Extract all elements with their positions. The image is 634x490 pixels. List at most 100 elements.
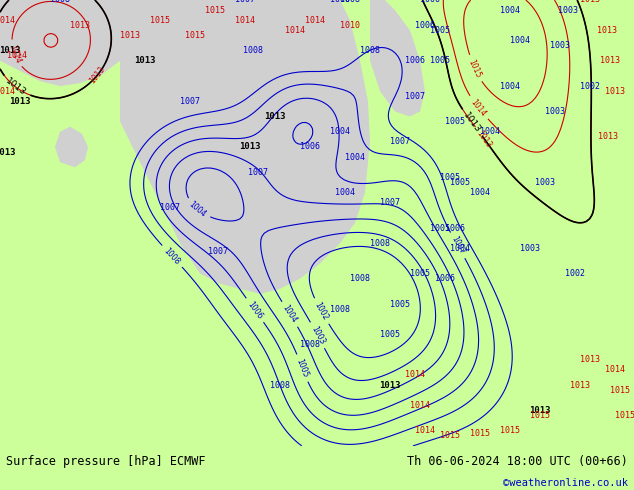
Text: 1005: 1005: [380, 330, 400, 339]
Text: 1008: 1008: [270, 381, 290, 390]
Text: 1013: 1013: [462, 111, 482, 135]
Text: 1002: 1002: [313, 301, 330, 322]
Text: 1004: 1004: [187, 200, 208, 219]
Text: 1007: 1007: [380, 198, 400, 207]
Text: 1006: 1006: [245, 300, 264, 321]
Text: 1014: 1014: [410, 401, 430, 410]
Text: 1013: 1013: [597, 26, 617, 35]
Text: 1008: 1008: [162, 246, 182, 267]
Text: 1006: 1006: [405, 56, 425, 65]
Text: 1007: 1007: [235, 0, 255, 4]
Text: 1008: 1008: [330, 305, 350, 314]
Text: 1015: 1015: [470, 429, 490, 438]
Text: 1008: 1008: [360, 46, 380, 55]
Text: 1007: 1007: [405, 92, 425, 101]
Text: 1013: 1013: [120, 31, 140, 40]
Polygon shape: [120, 0, 370, 294]
Text: 1005: 1005: [450, 178, 470, 187]
Text: 1013: 1013: [0, 147, 16, 156]
Text: 1004: 1004: [450, 244, 470, 253]
Text: 1014: 1014: [405, 370, 425, 379]
Text: 1007: 1007: [248, 168, 268, 177]
Text: 1014: 1014: [0, 87, 15, 96]
Text: 1007: 1007: [160, 203, 180, 212]
Text: 1005: 1005: [295, 357, 310, 379]
Polygon shape: [370, 0, 425, 117]
Text: 1015: 1015: [205, 5, 225, 15]
Text: 1015: 1015: [185, 31, 205, 40]
Text: 1013: 1013: [134, 56, 156, 65]
Text: 1013: 1013: [10, 97, 31, 106]
Text: 1005: 1005: [445, 117, 465, 126]
Text: 1008: 1008: [350, 274, 370, 283]
Text: 1013: 1013: [4, 77, 28, 98]
Text: 1008: 1008: [300, 340, 320, 349]
Text: 1015: 1015: [615, 411, 634, 420]
Text: 1003: 1003: [535, 178, 555, 187]
Text: 1014: 1014: [7, 51, 27, 60]
Text: 1013: 1013: [475, 128, 494, 149]
Text: 1002: 1002: [580, 82, 600, 91]
Text: 1006: 1006: [445, 223, 465, 233]
Text: 1014: 1014: [285, 26, 305, 35]
Text: 1008: 1008: [243, 46, 263, 55]
Text: 1005: 1005: [430, 56, 450, 65]
Text: 1015: 1015: [467, 58, 482, 79]
Text: 1003: 1003: [558, 5, 578, 15]
Text: 1010: 1010: [340, 21, 360, 30]
Text: 1014: 1014: [235, 16, 255, 25]
Text: 1015: 1015: [500, 426, 520, 435]
Text: 1003: 1003: [520, 244, 540, 253]
Text: 1007: 1007: [449, 235, 466, 256]
Text: 1013: 1013: [379, 381, 401, 390]
Text: 1015: 1015: [530, 411, 550, 420]
Text: 1003: 1003: [550, 41, 570, 50]
Text: 1004: 1004: [330, 127, 350, 136]
Text: 1005: 1005: [410, 269, 430, 278]
Text: 1003: 1003: [545, 107, 565, 116]
Text: Surface pressure [hPa] ECMWF: Surface pressure [hPa] ECMWF: [6, 455, 206, 468]
Text: 1004: 1004: [500, 82, 520, 91]
Text: 1004: 1004: [510, 36, 530, 45]
Text: 1008: 1008: [340, 0, 360, 4]
Text: 1005: 1005: [390, 299, 410, 309]
Text: 1006: 1006: [435, 274, 455, 283]
Text: ©weatheronline.co.uk: ©weatheronline.co.uk: [503, 478, 628, 489]
Text: 1013: 1013: [0, 46, 21, 55]
Text: 1013: 1013: [598, 132, 618, 141]
Text: 1007: 1007: [180, 97, 200, 106]
Text: 1015: 1015: [150, 16, 170, 25]
Text: 1013: 1013: [600, 56, 620, 65]
Text: 1006: 1006: [415, 21, 435, 30]
Text: 1004: 1004: [345, 152, 365, 162]
Text: 1004: 1004: [281, 304, 299, 325]
Text: 1005: 1005: [430, 26, 450, 35]
Text: 1014: 1014: [305, 16, 325, 25]
Text: 1015: 1015: [610, 386, 630, 394]
Text: 1014: 1014: [0, 16, 15, 25]
Text: 1008: 1008: [370, 239, 390, 248]
Text: Th 06-06-2024 18:00 UTC (00+66): Th 06-06-2024 18:00 UTC (00+66): [407, 455, 628, 468]
Text: 1013: 1013: [239, 143, 261, 151]
Text: 1008: 1008: [50, 0, 70, 4]
Text: 1013: 1013: [264, 112, 286, 121]
Text: 1004: 1004: [335, 188, 355, 197]
Text: 1007: 1007: [208, 247, 228, 256]
Text: 1006: 1006: [420, 0, 440, 4]
Text: 1013: 1013: [580, 355, 600, 364]
Polygon shape: [55, 127, 88, 167]
Text: 1013: 1013: [580, 0, 600, 4]
Text: 1013: 1013: [529, 406, 551, 415]
Text: 1013: 1013: [88, 65, 107, 85]
Text: 1004: 1004: [500, 5, 520, 15]
Text: 1014: 1014: [605, 366, 625, 374]
Text: 1005: 1005: [440, 173, 460, 182]
Text: 1013: 1013: [570, 381, 590, 390]
Text: 1002: 1002: [565, 269, 585, 278]
Text: 1006: 1006: [330, 0, 350, 4]
Polygon shape: [0, 0, 120, 86]
Text: 1007: 1007: [390, 137, 410, 147]
Text: 1006: 1006: [300, 143, 320, 151]
Text: 1004: 1004: [480, 127, 500, 136]
Text: 1014: 1014: [469, 98, 488, 118]
